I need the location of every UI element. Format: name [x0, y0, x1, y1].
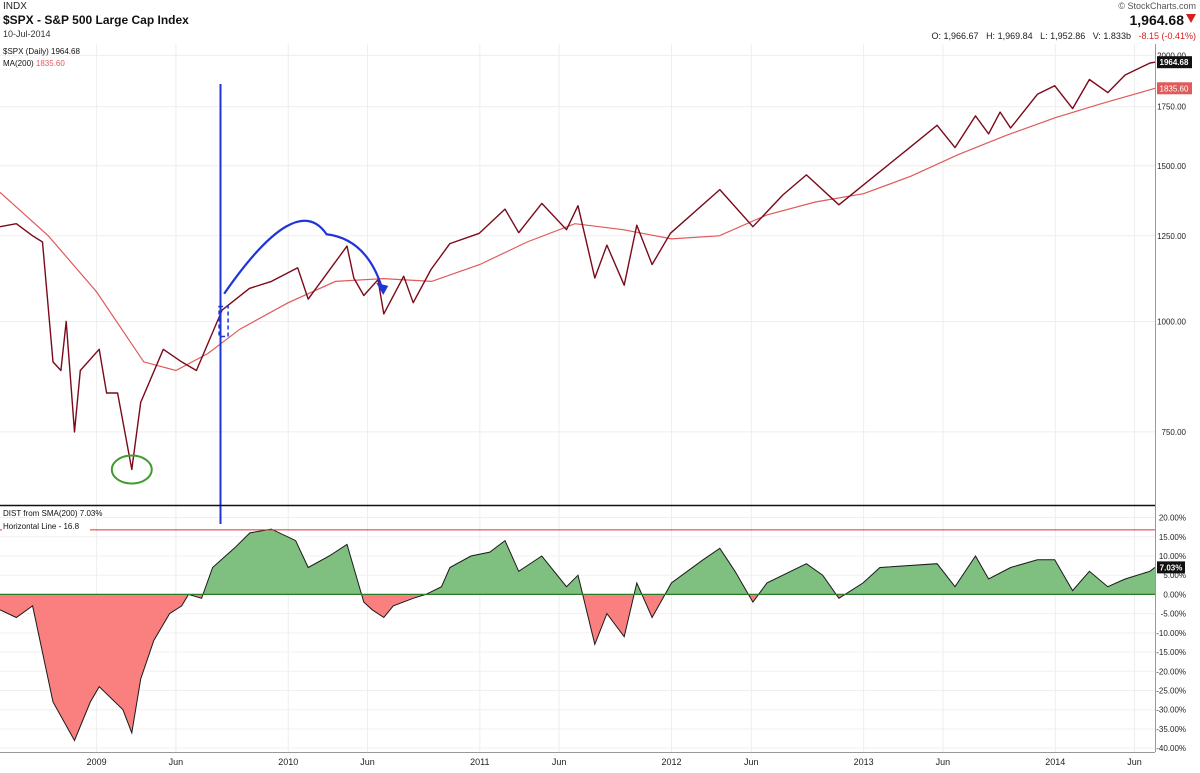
open-label: O: [931, 31, 941, 41]
x-tick-label: 2012 [661, 757, 681, 767]
x-tick-label: Jun [360, 757, 375, 767]
legend-layer: $SPX (Daily) 1964.68 MA(200) 1835.60 DIST … [2, 47, 102, 531]
brand-link[interactable]: © StockCharts.com [1118, 1, 1196, 11]
last-dist-tag [1157, 561, 1185, 574]
ind-y-tick-label: -15.00% [1156, 648, 1186, 657]
dashed-box-annotation [218, 305, 229, 338]
high-label: H: [986, 31, 996, 41]
arrowhead-icon [376, 282, 389, 295]
chart-title: $SPX - S&P 500 Large Cap Index [3, 13, 189, 27]
ind-y-tick-label: -35.00% [1156, 725, 1186, 734]
chart-date: 10-Jul-2014 [3, 29, 51, 39]
price-y-tick-label: 1750.00 [1157, 103, 1186, 112]
legend-ma200: MA(200) 1835.60 [3, 59, 65, 68]
legend-hline: Horizontal Line - 16.8 [3, 522, 80, 531]
x-tick-label: Jun [936, 757, 951, 767]
change-value: -8.15 (-0.41%) [1138, 31, 1196, 41]
ohlc-readout: O: 1,966.67 H: 1,969.84 L: 1,952.86 V: 1… [931, 31, 1196, 41]
indicator-panel [0, 528, 1156, 742]
bottom-circle-annotation [110, 454, 153, 485]
high-value: 1,969.84 [997, 31, 1033, 41]
open-value: 1,966.67 [943, 31, 979, 41]
ind-y-tick-label: -40.00% [1156, 744, 1186, 753]
dist-area-positive [0, 529, 1155, 595]
x-tick-label: 2010 [278, 757, 298, 767]
price-y-tick-label: 1000.00 [1157, 317, 1186, 326]
price-y-tick-label: 1500.00 [1157, 162, 1186, 171]
legend-hline-bg [2, 521, 90, 531]
x-tick-label: Jun [1127, 757, 1142, 767]
low-label: L: [1040, 31, 1048, 41]
legend-dist-value: 7.03% [80, 509, 103, 518]
last-price: 1,964.68 [1129, 12, 1185, 28]
ind-y-tick-label: 20.00% [1159, 514, 1186, 523]
x-tick-label: Jun [552, 757, 567, 767]
last-price-tag [1157, 56, 1192, 69]
last-dist-tag-label: 7.03% [1160, 563, 1183, 572]
axis-layer: 2009 Jun 2010 Jun 2011 Jun 2012 Jun 2013 Jun 2014 J… [0, 44, 1192, 767]
legend-ma200-value: 1835.60 [36, 59, 65, 68]
annotation-layer [110, 84, 389, 524]
ind-y-tick-label: -20.00% [1156, 667, 1186, 676]
price-y-tick-label: 1250.00 [1157, 232, 1186, 241]
ind-y-tick-label: 15.00% [1159, 533, 1186, 542]
ind-y-tick-label: -30.00% [1156, 706, 1186, 715]
x-tick-label: 2009 [87, 757, 107, 767]
spx-price-line [0, 61, 1156, 471]
down-arrow-icon [1186, 14, 1196, 23]
exchange-label: INDX [3, 1, 27, 12]
last-ma-tag [1157, 82, 1192, 95]
x-tick-label: Jun [744, 757, 759, 767]
ind-y-tick-label: 5.00% [1163, 571, 1186, 580]
legend-spx: $SPX (Daily) 1964.68 [3, 47, 80, 56]
volume-value: 1.833b [1103, 31, 1131, 41]
grid-layer [0, 44, 1155, 752]
legend-dist: DIST from SMA(200) 7.03% [3, 509, 102, 518]
dist-line [0, 528, 1156, 742]
ind-y-tick-label: 0.00% [1163, 590, 1186, 599]
volume-label: V: [1092, 31, 1101, 41]
low-value: 1,952.86 [1050, 31, 1086, 41]
last-price-tag-label: 1964.68 [1160, 58, 1189, 67]
ind-y-tick-label: -25.00% [1156, 687, 1186, 696]
arc-arrow-annotation [223, 219, 385, 295]
x-tick-label: Jun [169, 757, 184, 767]
price-y-tick-label: 750.00 [1162, 428, 1187, 437]
x-tick-label: 2013 [854, 757, 874, 767]
x-tick-label: 2014 [1045, 757, 1065, 767]
ind-y-tick-label: -5.00% [1161, 610, 1186, 619]
dist-area-negative [0, 594, 846, 741]
x-tick-label: 2011 [470, 757, 489, 767]
last-ma-tag-label: 1835.60 [1160, 84, 1189, 93]
chart-header: INDX $SPX - S&P 500 Large Cap Index 10-J… [0, 0, 1200, 44]
ma200-line [0, 87, 1156, 372]
ind-y-tick-label: 10.00% [1159, 552, 1186, 561]
price-y-tick-label: 2000.00 [1157, 51, 1186, 60]
price-panel [0, 61, 1156, 471]
ind-y-tick-label: -10.00% [1156, 629, 1186, 638]
